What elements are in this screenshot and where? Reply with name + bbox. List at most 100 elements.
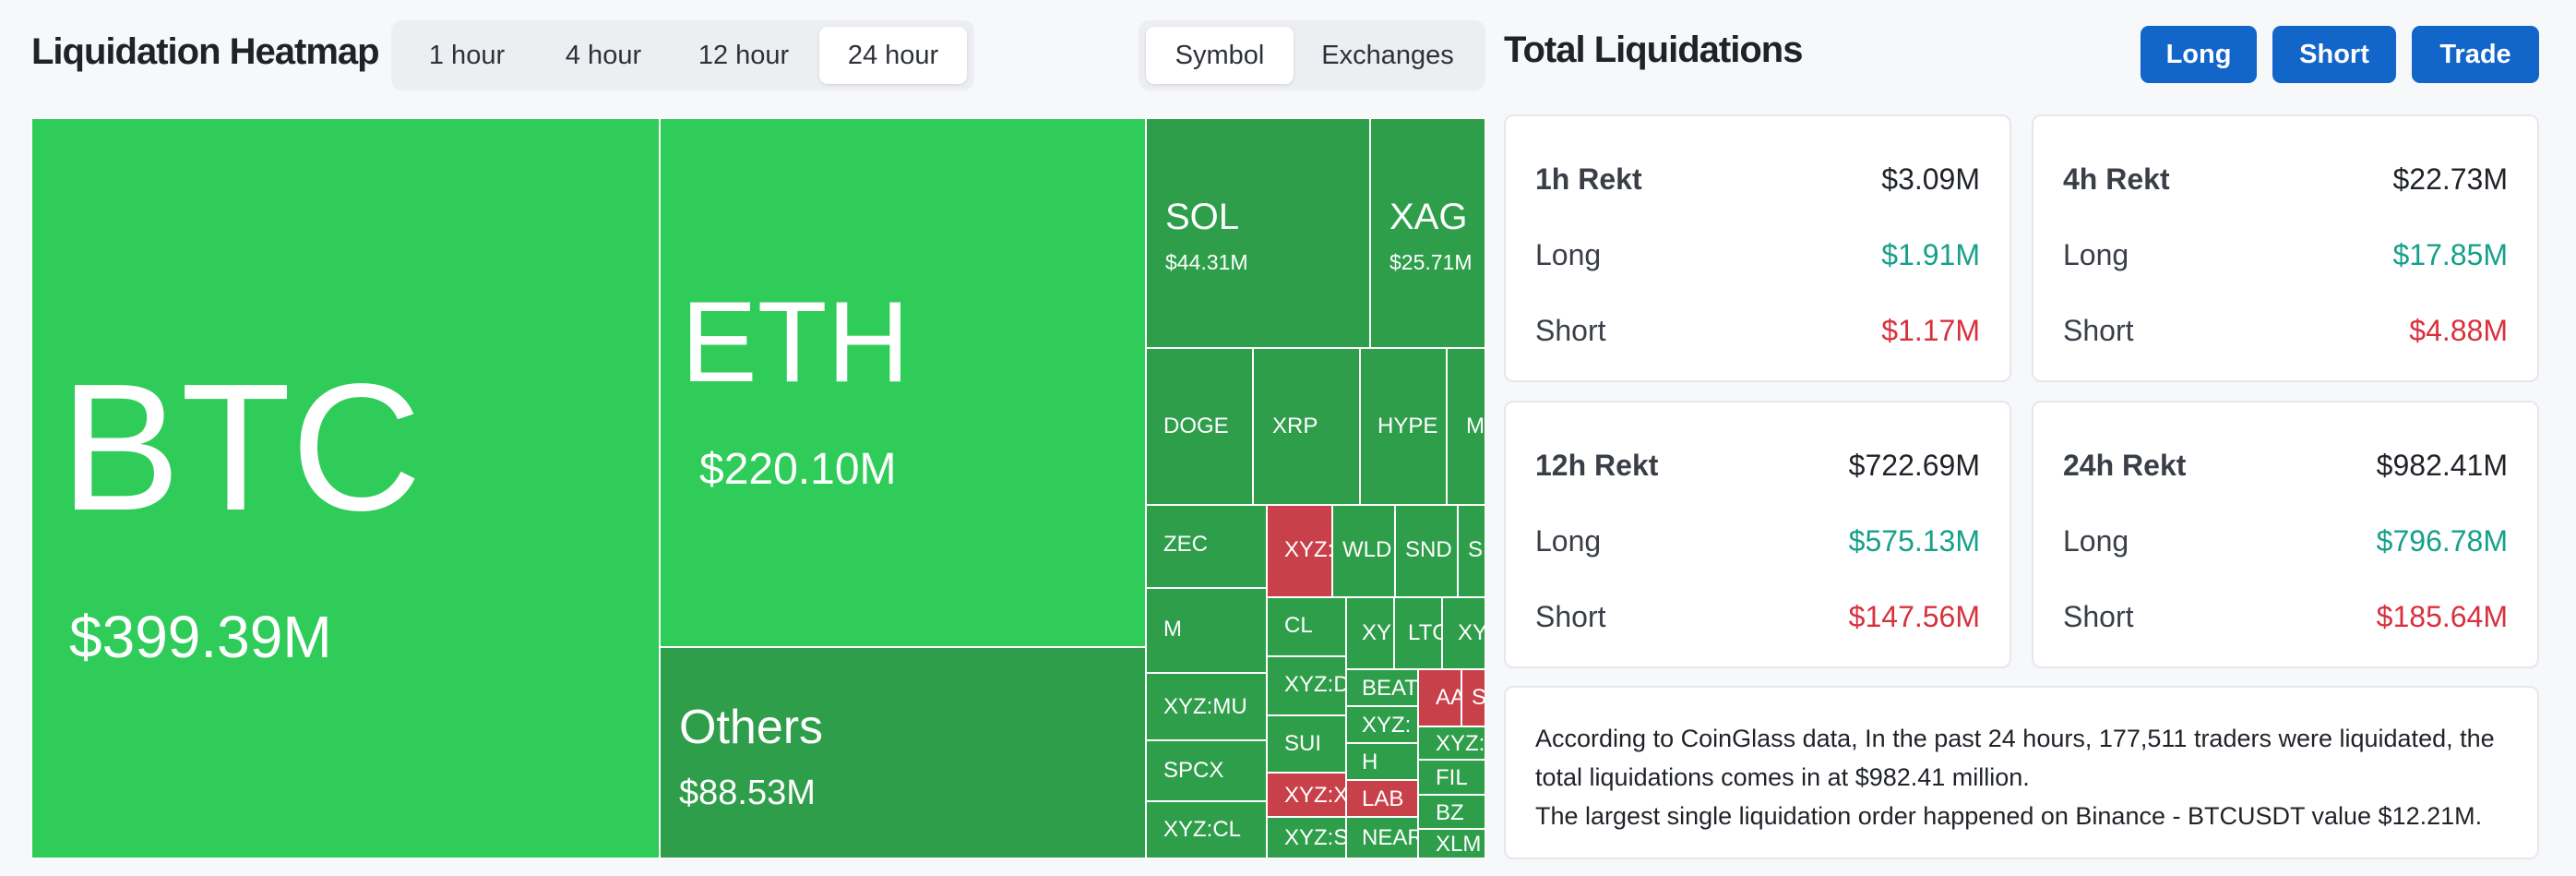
- card-short-value: $147.56M: [1848, 600, 1980, 633]
- tile-value: $44.31M: [1165, 250, 1248, 274]
- tile-ltc[interactable]: LTC: [1394, 597, 1442, 669]
- tile-others[interactable]: Others $88.53M: [660, 647, 1146, 858]
- tile-symbol: XYZ:: [1436, 731, 1485, 756]
- summary-line-1: According to CoinGlass data, In the past…: [1535, 725, 2495, 791]
- tile-value: $220.10M: [699, 445, 897, 494]
- card-4h-rekt: 4h Rekt $22.73M Long $17.85M Short $4.88…: [2032, 114, 2539, 382]
- tile-symbol: XYZ:MU: [1163, 694, 1247, 719]
- card-long-value: $1.91M: [1881, 238, 1980, 271]
- tile-symbol: XRP: [1272, 414, 1318, 438]
- tile-symbol: BEAT: [1362, 676, 1418, 701]
- tile-spcx[interactable]: SPCX: [1146, 740, 1267, 801]
- card-period: 12h Rekt: [1535, 449, 1659, 482]
- tile-eth[interactable]: ETH $220.10M: [660, 118, 1146, 647]
- tile-xy[interactable]: XY: [1346, 597, 1394, 669]
- tile-symbol: NEAR: [1362, 825, 1418, 850]
- total-liquidations-title: Total Liquidations: [1504, 30, 1803, 70]
- liquidation-treemap: BTC $399.39M ETH $220.10M Others $88.53M…: [31, 118, 1485, 858]
- card-long-label: Long: [2063, 238, 2129, 271]
- tile-symbol: XYZ:CL: [1163, 817, 1242, 842]
- tab-12-hour[interactable]: 12 hour: [698, 41, 790, 70]
- tile-s-short[interactable]: S: [1461, 669, 1485, 726]
- card-total: $722.69M: [1848, 449, 1980, 482]
- tile-symbol: WLD: [1342, 537, 1392, 562]
- card-total: $3.09M: [1881, 162, 1980, 196]
- card-total: $982.41M: [2376, 449, 2508, 482]
- tile-symbol: LTC: [1408, 620, 1441, 645]
- tile-symbol: XLM: [1436, 832, 1482, 857]
- tile-near[interactable]: NEAR: [1346, 817, 1418, 858]
- tab-1-hour[interactable]: 1 hour: [428, 41, 506, 70]
- trade-button[interactable]: Trade: [2412, 26, 2539, 83]
- tile-mu[interactable]: MU: [1447, 348, 1485, 505]
- tile-symbol: AA: [1436, 685, 1461, 710]
- tile-symbol: XYZ:: [1284, 537, 1332, 562]
- tab-4-hour[interactable]: 4 hour: [565, 41, 642, 70]
- card-period: 24h Rekt: [2063, 449, 2187, 482]
- tile-symbol: HYPE: [1377, 414, 1438, 438]
- tile-symbol: Others: [679, 701, 824, 754]
- card-short-label: Short: [2063, 314, 2134, 347]
- card-period: 1h Rekt: [1535, 162, 1642, 196]
- tile-xyz-e[interactable]: XYZ:: [1346, 706, 1418, 743]
- tile-symbol: BZ: [1436, 800, 1464, 825]
- tile-snd[interactable]: SND: [1395, 505, 1458, 597]
- tile-fil[interactable]: FIL: [1418, 760, 1485, 795]
- tile-btc[interactable]: BTC $399.39M: [31, 118, 660, 858]
- tab-symbol[interactable]: Symbol: [1146, 27, 1294, 84]
- short-button[interactable]: Short: [2272, 26, 2396, 83]
- card-short-label: Short: [1535, 314, 1606, 347]
- tile-symbol: SUI: [1284, 731, 1322, 756]
- tile-symbol: MU: [1466, 414, 1485, 438]
- tile-symbol: SPCX: [1163, 758, 1224, 783]
- tile-h[interactable]: H: [1346, 743, 1418, 780]
- tile-value: $88.53M: [679, 774, 816, 812]
- heatmap-title: Liquidation Heatmap: [31, 31, 380, 72]
- tile-s[interactable]: S: [1458, 505, 1485, 597]
- tile-sol[interactable]: SOL $44.31M: [1146, 118, 1370, 348]
- tile-sui[interactable]: SUI: [1267, 715, 1346, 773]
- tile-m[interactable]: M: [1146, 588, 1267, 673]
- tile-zec[interactable]: ZEC: [1146, 505, 1267, 588]
- card-period: 4h Rekt: [2063, 162, 2170, 196]
- tile-xyz-s[interactable]: XYZ:S: [1267, 817, 1346, 858]
- card-long-value: $17.85M: [2392, 238, 2508, 271]
- tile-cl[interactable]: CL: [1267, 597, 1346, 656]
- tile-doge[interactable]: DOGE: [1146, 348, 1253, 505]
- tile-xyz-mu[interactable]: XYZ:MU: [1146, 673, 1267, 740]
- card-short-label: Short: [2063, 600, 2134, 633]
- tile-value: $399.39M: [69, 604, 332, 670]
- tile-value: $25.71M: [1389, 250, 1473, 274]
- card-long-value: $575.13M: [1848, 524, 1980, 558]
- tile-xyz-x[interactable]: XYZ:X: [1267, 773, 1346, 817]
- tile-symbol: BTC: [60, 346, 422, 548]
- tile-beat[interactable]: BEAT: [1346, 669, 1418, 706]
- tile-symbol: S: [1468, 537, 1484, 562]
- liquidation-summary: According to CoinGlass data, In the past…: [1504, 686, 2539, 859]
- card-short-label: Short: [1535, 600, 1606, 633]
- tile-symbol: S: [1472, 685, 1485, 710]
- card-short-value: $4.88M: [2409, 314, 2508, 347]
- tile-xyz-cl[interactable]: XYZ:CL: [1146, 801, 1267, 858]
- tile-xrp[interactable]: XRP: [1253, 348, 1360, 505]
- tile-hype[interactable]: HYPE: [1360, 348, 1447, 505]
- tile-xyz-d[interactable]: XYZ:D: [1267, 656, 1346, 715]
- tab-24-hour[interactable]: 24 hour: [819, 27, 967, 84]
- tile-xyz-short[interactable]: XYZ:: [1267, 505, 1332, 597]
- tile-xyz-f[interactable]: XYZ:: [1418, 726, 1485, 760]
- tile-lab[interactable]: LAB: [1346, 780, 1418, 817]
- tile-xlm[interactable]: XLM: [1418, 829, 1485, 858]
- tile-symbol: XY: [1458, 620, 1485, 645]
- tile-symbol: SND: [1405, 537, 1452, 562]
- tile-wld[interactable]: WLD: [1332, 505, 1395, 597]
- card-long-label: Long: [1535, 524, 1602, 558]
- long-button[interactable]: Long: [2141, 26, 2257, 83]
- tile-bz[interactable]: BZ: [1418, 795, 1485, 829]
- tile-xy-2[interactable]: XY: [1442, 597, 1485, 669]
- tile-symbol: DOGE: [1163, 414, 1229, 438]
- tile-aa[interactable]: AA: [1418, 669, 1461, 726]
- tab-exchanges[interactable]: Exchanges: [1321, 41, 1454, 70]
- card-short-value: $1.17M: [1881, 314, 1980, 347]
- tile-xag[interactable]: XAG $25.71M: [1370, 118, 1485, 348]
- card-short-value: $185.64M: [2376, 600, 2508, 633]
